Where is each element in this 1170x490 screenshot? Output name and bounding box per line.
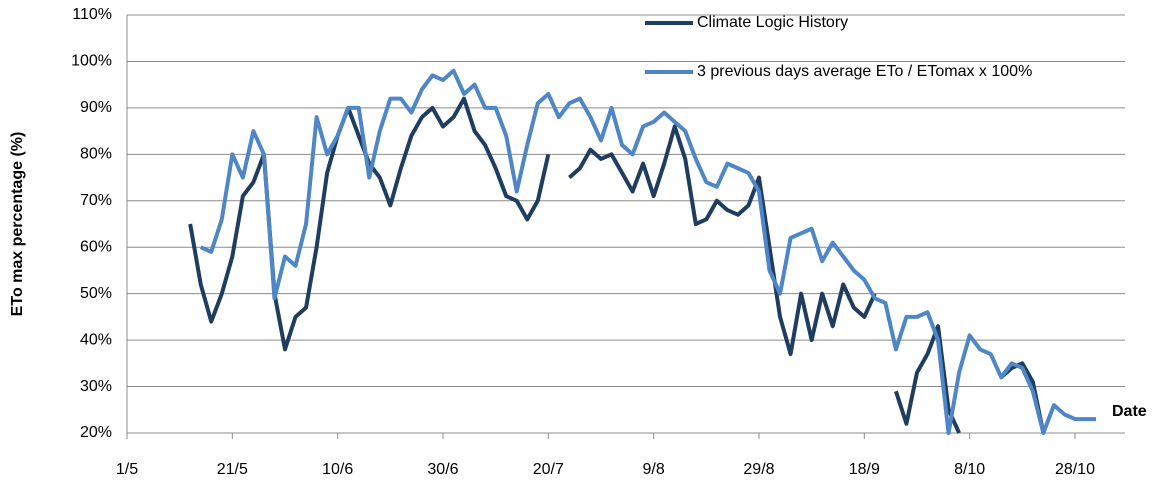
y-tick-label: 30% — [80, 378, 112, 395]
y-axis-title: ETo max percentage (%) — [9, 132, 26, 317]
legend-label: Climate Logic History — [697, 14, 848, 31]
y-tick-label: 80% — [80, 146, 112, 163]
x-tick-label: 8/10 — [954, 461, 985, 478]
x-tick-label: 18/9 — [849, 461, 880, 478]
x-tick-label: 20/7 — [533, 461, 564, 478]
y-tick-label: 100% — [71, 53, 112, 70]
y-tick-label: 40% — [80, 331, 112, 348]
y-tick-label: 90% — [80, 99, 112, 116]
series-line — [188, 96, 551, 352]
y-tick-label: 50% — [80, 285, 112, 302]
x-axis-title: Date — [1112, 403, 1147, 420]
series-line — [894, 324, 961, 434]
legend-label: 3 previous days average ETo / ETomax x 1… — [697, 63, 1032, 80]
x-tick-label: 10/6 — [322, 461, 353, 478]
x-tick-label: 29/8 — [743, 461, 774, 478]
y-tick-label: 60% — [80, 238, 112, 255]
series-line — [999, 361, 1046, 434]
x-tick-label: 1/5 — [116, 461, 138, 478]
y-tick-label: 20% — [80, 424, 112, 441]
series-line — [199, 68, 1097, 435]
x-tick-label: 9/8 — [643, 461, 665, 478]
x-tick-label: 30/6 — [427, 461, 458, 478]
x-tick-label: 28/10 — [1055, 461, 1095, 478]
x-tick-label: 21/5 — [217, 461, 248, 478]
y-tick-label: 110% — [72, 6, 112, 23]
y-tick-label: 70% — [80, 192, 112, 209]
series-line — [568, 124, 877, 357]
